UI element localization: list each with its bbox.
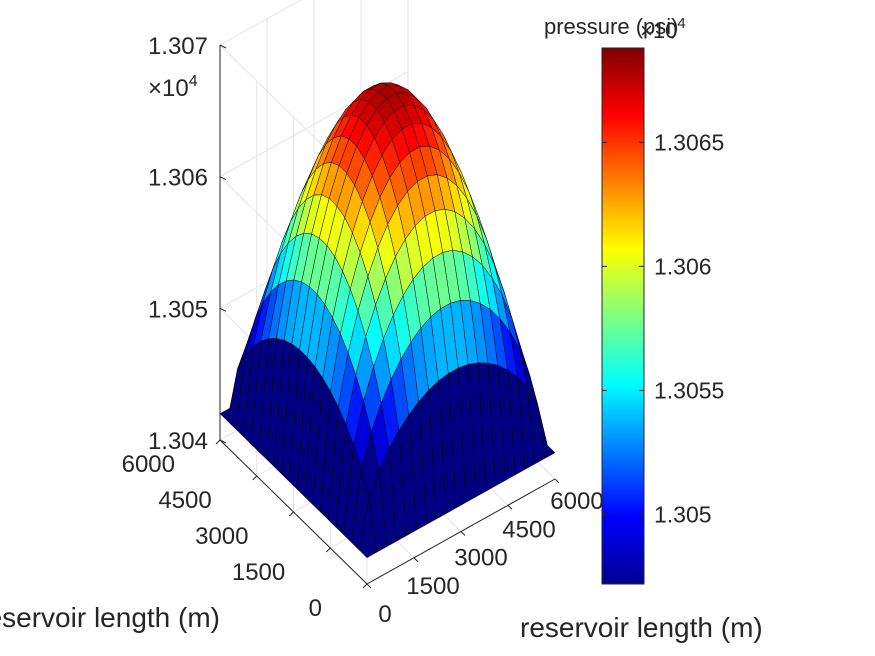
x-tick-mark — [554, 478, 560, 484]
x-tick-label: 6000 — [550, 488, 603, 515]
pressure-surface — [219, 82, 556, 558]
z-axis-multiplier: ×104 — [148, 73, 198, 102]
y-tick-mark — [252, 475, 258, 481]
surface-patch — [359, 497, 378, 558]
colorbar — [601, 47, 645, 585]
y-tick-label: 1500 — [232, 559, 285, 586]
colorbar-exponent: 4 — [677, 15, 685, 32]
z-tick-mark — [219, 307, 227, 312]
z-tick-label: 1.307 — [148, 33, 208, 60]
y-tick-label: 6000 — [122, 451, 175, 478]
x-tick-mark — [413, 557, 419, 563]
y-axis-line — [219, 439, 368, 585]
z-tick-mark — [219, 176, 227, 181]
y-tick-mark — [215, 439, 221, 445]
tick-labels: 1.3041.3051.3061.30701500300045006000015… — [122, 33, 604, 628]
x-tick-mark — [507, 504, 513, 510]
y-axis-label: reservoir length (m) — [0, 602, 220, 633]
y-tick-label: 0 — [309, 595, 322, 622]
y-tick-mark — [289, 511, 294, 517]
x-tick-mark — [366, 583, 372, 589]
x-axis-label: reservoir length (m) — [520, 612, 763, 643]
x-tick-label: 1500 — [406, 573, 459, 600]
colorbar-tick-label: 1.3065 — [654, 129, 724, 155]
x-tick-mark — [460, 531, 466, 536]
z-tick-label: 1.304 — [148, 428, 208, 455]
y-tick-label: 4500 — [158, 487, 211, 514]
colorbar-multiplier: ×104 — [640, 15, 686, 43]
y-tick-mark — [362, 583, 368, 589]
z-tick-label: 1.305 — [148, 296, 208, 323]
colorbar-tick-label: 1.306 — [654, 253, 712, 279]
colorbar-tick-label: 1.3055 — [654, 377, 724, 403]
z-axis-exponent: 4 — [189, 73, 198, 90]
x-tick-label: 3000 — [454, 545, 507, 572]
colorbar-tick-label: 1.305 — [654, 502, 712, 528]
axes — [215, 44, 560, 589]
y-tick-label: 3000 — [195, 523, 248, 550]
z-tick-label: 1.306 — [148, 165, 208, 192]
x-tick-label: 4500 — [502, 516, 555, 543]
colorbar-title: pressure (psi) — [544, 14, 678, 39]
z-tick-mark — [219, 44, 227, 49]
y-tick-mark — [325, 547, 331, 553]
colorbar-ticks: 1.305 1.3055 1.306 1.3065 — [602, 129, 724, 528]
x-tick-label: 0 — [378, 601, 391, 628]
z-tick-mark — [219, 439, 227, 444]
